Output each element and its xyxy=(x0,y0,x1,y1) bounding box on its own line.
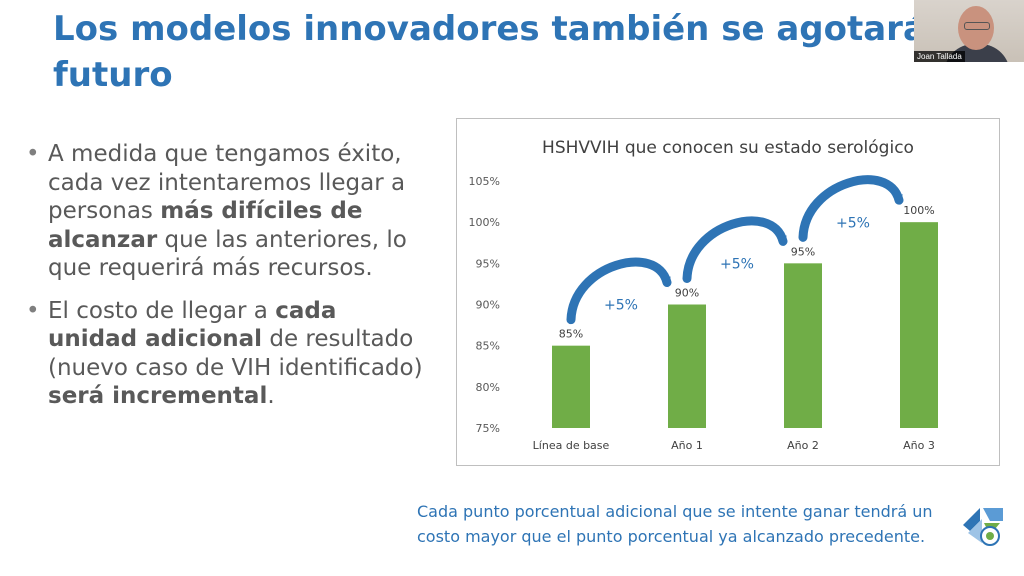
chart-title: HSHVVIH que conocen su estado serológico xyxy=(542,138,914,158)
bullet-text-bold: más difíciles de alcanzar xyxy=(48,198,363,253)
x-tick-label: Año 2 xyxy=(787,439,819,452)
increase-arrow xyxy=(682,216,788,283)
bullet-text-bold: cada unidad adicional xyxy=(48,297,337,353)
y-tick-label: 90% xyxy=(476,299,500,312)
increase-arrow xyxy=(566,257,672,325)
video-thumbnail[interactable]: Joan Tallada xyxy=(914,0,1024,62)
y-tick-label: 105% xyxy=(469,175,500,188)
bar xyxy=(900,222,938,428)
y-tick-label: 80% xyxy=(476,381,500,394)
x-axis: Línea de base Año 1 Año 2 Año 3 xyxy=(533,439,935,452)
bullet-item: • El costo de llegar a cada unidad adici… xyxy=(26,297,426,411)
bar xyxy=(784,263,822,428)
increase-arrow xyxy=(798,175,904,242)
data-label: 95% xyxy=(791,245,815,258)
x-tick-label: Línea de base xyxy=(533,439,610,452)
bullet-text-segment: . xyxy=(267,383,275,409)
bullet-text: A medida que tengamos éxito, cada vez in… xyxy=(48,141,407,281)
increase-label: +5% xyxy=(836,215,870,231)
y-tick-label: 85% xyxy=(476,340,500,353)
bar xyxy=(552,345,590,428)
slide-title: Los modelos innovadores también se agota… xyxy=(53,6,923,98)
bar xyxy=(668,304,706,428)
slide-title-line-2: futuro xyxy=(53,55,173,95)
bar-chart: HSHVVIH que conocen su estado serológico… xyxy=(456,118,1000,466)
annotation-arrows: +5% +5% +5% xyxy=(566,175,904,325)
participant-name: Joan Tallada xyxy=(914,51,965,62)
slide-title-line-1: Los modelos innovadores también se agota… xyxy=(53,9,923,49)
bullet-text-bold: será incremental xyxy=(48,383,268,409)
x-tick-label: Año 3 xyxy=(903,439,935,452)
y-tick-label: 95% xyxy=(476,257,500,270)
bullet-marker: • xyxy=(26,297,40,324)
chart-svg: HSHVVIH que conocen su estado serológico… xyxy=(469,138,938,452)
participant-glasses xyxy=(964,22,990,30)
bullet-text-segment: El costo de llegar a xyxy=(48,297,276,324)
bullet-item: • A medida que tengamos éxito, cada vez … xyxy=(26,140,426,283)
bullet-marker: • xyxy=(26,141,40,167)
data-label: 100% xyxy=(903,204,934,217)
increase-label: +5% xyxy=(604,298,638,314)
bar-series: 85% 90% 95% 100% xyxy=(552,204,938,428)
data-label: 90% xyxy=(675,287,699,300)
bullet-text-segment: de resultado (nuevo caso de VIH identifi… xyxy=(48,326,423,381)
data-label: 85% xyxy=(559,328,583,341)
x-tick-label: Año 1 xyxy=(671,439,703,452)
increase-label: +5% xyxy=(720,257,754,273)
bullet-text-segment: A medida que tengamos éxito, cada vez in… xyxy=(48,141,406,224)
y-tick-label: 100% xyxy=(469,216,500,229)
y-tick-label: 75% xyxy=(476,422,500,435)
bullet-list: • A medida que tengamos éxito, cada vez … xyxy=(26,140,426,425)
bullet-text: El costo de llegar a cada unidad adicion… xyxy=(48,298,423,410)
footnote-text: Cada punto porcentual adicional que se i… xyxy=(417,502,933,546)
organization-logo-icon xyxy=(963,508,1003,546)
y-axis: 75% 80% 85% 90% 95% 100% 105% xyxy=(469,175,500,435)
bullet-text-segment: que las anteriores, lo que requerirá más… xyxy=(48,226,407,282)
